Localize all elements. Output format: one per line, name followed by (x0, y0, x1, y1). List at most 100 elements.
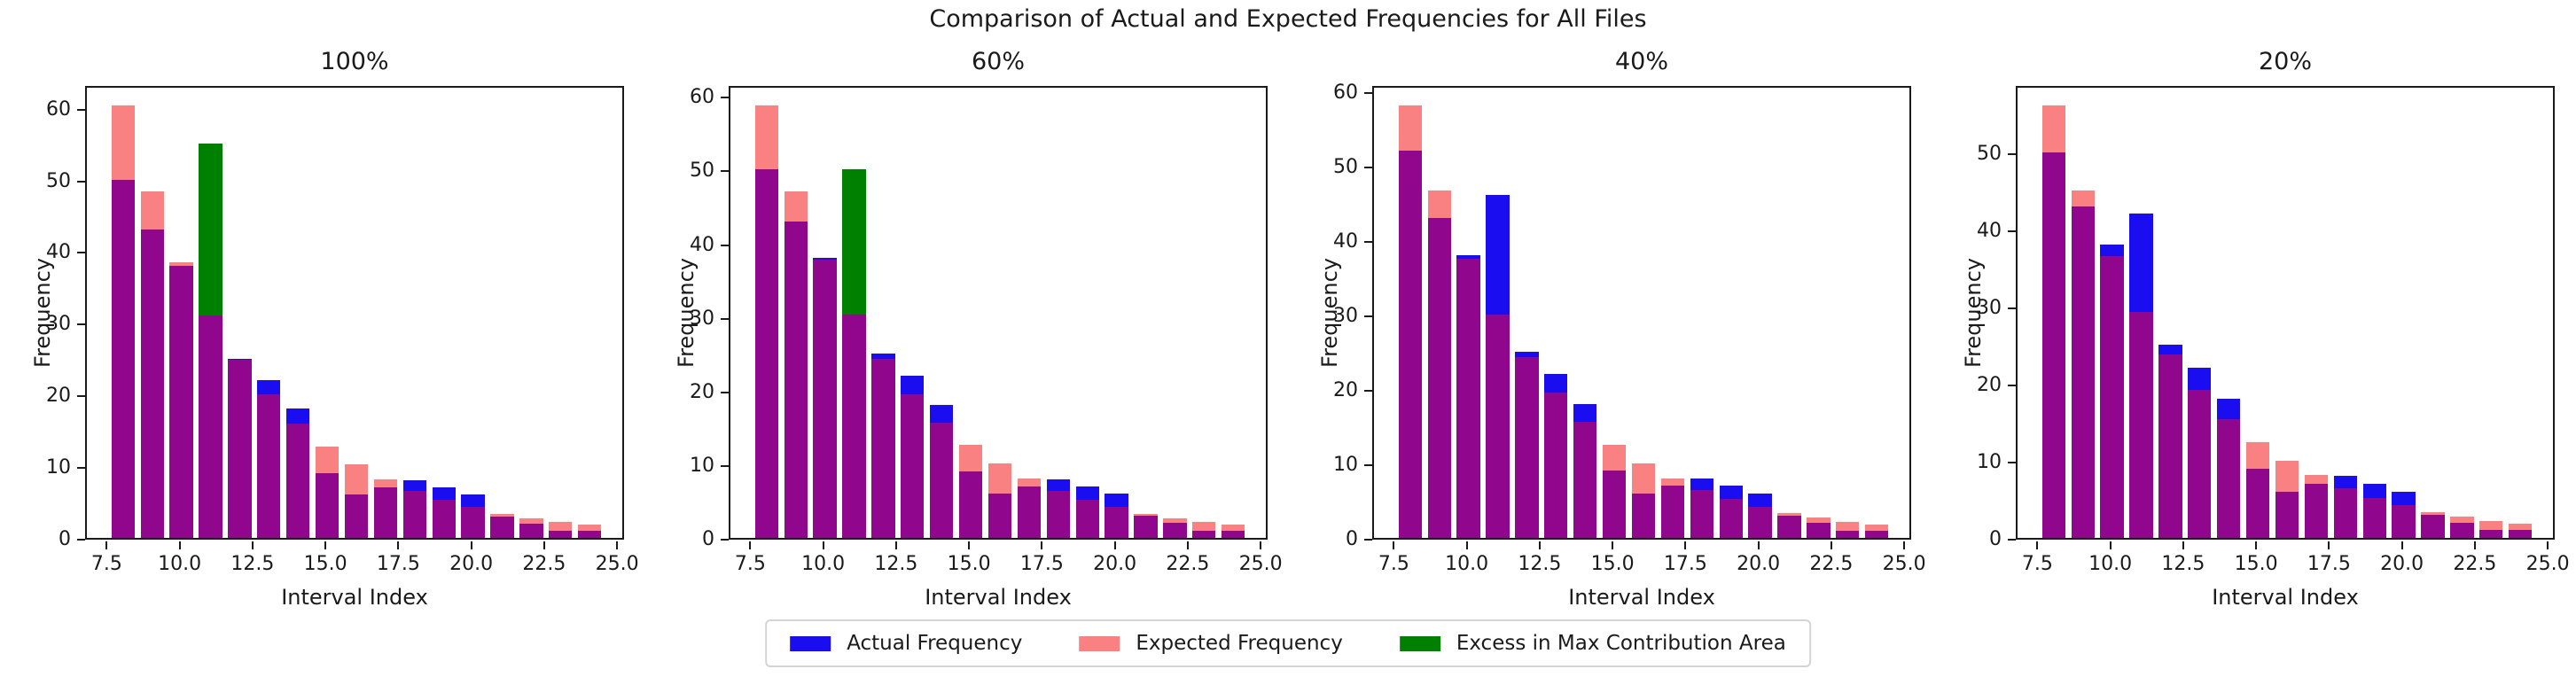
x-tick-label: 25.0 (1882, 553, 1926, 575)
bar-overlap-segment (1602, 471, 1627, 538)
bar-expected-cap (549, 522, 573, 531)
x-tick-label: 15.0 (1590, 553, 1635, 575)
bar-expected-cap (373, 479, 398, 488)
bar-expected-cap (1865, 524, 1889, 531)
bar-overlap-segment (1777, 515, 1801, 538)
bar-expected-cap (344, 463, 369, 495)
bar-overlap-segment (1046, 490, 1070, 538)
x-tick (968, 541, 971, 549)
y-tick-label: 20 (1977, 373, 2002, 396)
x-tick-label: 10.0 (801, 553, 846, 575)
bar-overlap-segment (2509, 530, 2533, 538)
bar-expected-cap (2421, 512, 2445, 515)
y-tick-label: 10 (690, 454, 714, 477)
bar-expected-cap (1222, 525, 1245, 531)
bar-overlap-segment (1544, 393, 1568, 538)
legend-label-expected: Expected Frequency (1136, 632, 1343, 655)
bar-expected-cap (2509, 524, 2533, 531)
legend-label-excess: Excess in Max Contribution Area (1456, 632, 1786, 655)
legend: Actual Frequency Expected Frequency Excess… (765, 619, 1811, 667)
y-tick-label: 0 (702, 528, 714, 550)
x-tick (2473, 541, 2476, 549)
bar-actual-cap (228, 358, 252, 361)
y-tick-label: 0 (59, 528, 71, 550)
bar-overlap-segment (315, 473, 340, 538)
x-tick (1757, 541, 1760, 549)
bar-expected-cap (490, 513, 514, 517)
x-tick (178, 541, 181, 549)
y-tick (77, 252, 85, 254)
y-tick (77, 467, 85, 470)
bar-actual-cap (2129, 214, 2153, 312)
bar-expected-cap (1017, 478, 1042, 486)
bar-overlap-segment (2158, 354, 2182, 538)
y-tick (1364, 463, 1372, 466)
bar-overlap-segment (1398, 150, 1422, 538)
bar-expected-cap (2450, 516, 2474, 523)
bar-overlap-segment (199, 315, 222, 538)
bar-expected-cap (1807, 517, 1831, 524)
y-tick-label: 50 (1977, 142, 2002, 165)
x-tick (2547, 541, 2549, 549)
x-tick-label: 7.5 (2021, 553, 2053, 575)
plot-area-40pct (1372, 86, 1911, 540)
x-tick-label: 25.0 (2525, 553, 2570, 575)
x-tick (1393, 541, 1395, 549)
bar-actual-cap (257, 380, 281, 395)
y-tick (2008, 230, 2016, 232)
x-tick (2255, 541, 2258, 549)
bar-actual-cap (2158, 345, 2182, 354)
bar-overlap-segment (2100, 256, 2124, 538)
bar-expected-cap (754, 105, 778, 170)
y-tick (77, 395, 85, 398)
y-tick-label: 0 (1346, 528, 1358, 550)
bar-excess-cap (842, 169, 866, 315)
y-tick (2008, 307, 2016, 309)
bar-actual-cap (286, 409, 310, 424)
bar-expected-cap (1660, 478, 1685, 486)
bar-overlap-segment (2333, 488, 2357, 538)
bar-actual-cap (432, 487, 456, 501)
x-tick (2400, 541, 2403, 549)
bar-overlap-segment (2362, 497, 2386, 538)
bar-actual-cap (901, 376, 925, 394)
y-tick-label: 40 (1333, 230, 1358, 253)
x-tick-label: 20.0 (2380, 553, 2424, 575)
bar-actual-cap (461, 494, 485, 508)
bar-overlap-segment (228, 360, 252, 538)
bar-actual-cap (2392, 491, 2416, 506)
bar-overlap-segment (1134, 516, 1158, 538)
x-tick-label: 22.5 (1809, 553, 1854, 575)
bar-overlap-segment (490, 516, 514, 538)
y-tick (1364, 389, 1372, 392)
x-tick-label: 12.5 (230, 553, 275, 575)
bar-overlap-segment (1075, 499, 1099, 538)
subplot-title-100pct: 100% (320, 48, 389, 75)
y-tick-label: 30 (46, 313, 71, 336)
bar-expected-cap (987, 463, 1012, 494)
bar-actual-cap (1748, 493, 1772, 507)
bar-overlap-segment (2041, 152, 2065, 538)
legend-swatch-expected (1079, 635, 1120, 651)
y-tick (2008, 539, 2016, 541)
bar-overlap-segment (111, 179, 135, 538)
legend-item-excess: Excess in Max Contribution Area (1399, 632, 1786, 655)
x-axis-label: Interval Index (925, 585, 1072, 610)
bar-overlap-segment (461, 507, 485, 538)
x-tick-label: 12.5 (1518, 553, 1562, 575)
bar-actual-cap (1573, 403, 1597, 422)
bar-overlap-segment (344, 494, 369, 538)
bar-overlap-segment (2275, 491, 2299, 538)
legend-swatch-actual (790, 635, 831, 651)
y-tick-label: 40 (690, 233, 714, 256)
subplot-title-40pct: 40% (1614, 48, 1668, 75)
bar-overlap-segment (1105, 507, 1128, 538)
bar-overlap-segment (402, 490, 426, 538)
x-tick (543, 541, 545, 549)
y-tick-label: 40 (46, 241, 71, 264)
bar-expected-cap (111, 105, 135, 180)
bar-expected-cap (2275, 460, 2299, 492)
y-tick-label: 30 (690, 307, 714, 330)
y-tick (721, 244, 729, 246)
bar-overlap-segment (373, 487, 398, 538)
